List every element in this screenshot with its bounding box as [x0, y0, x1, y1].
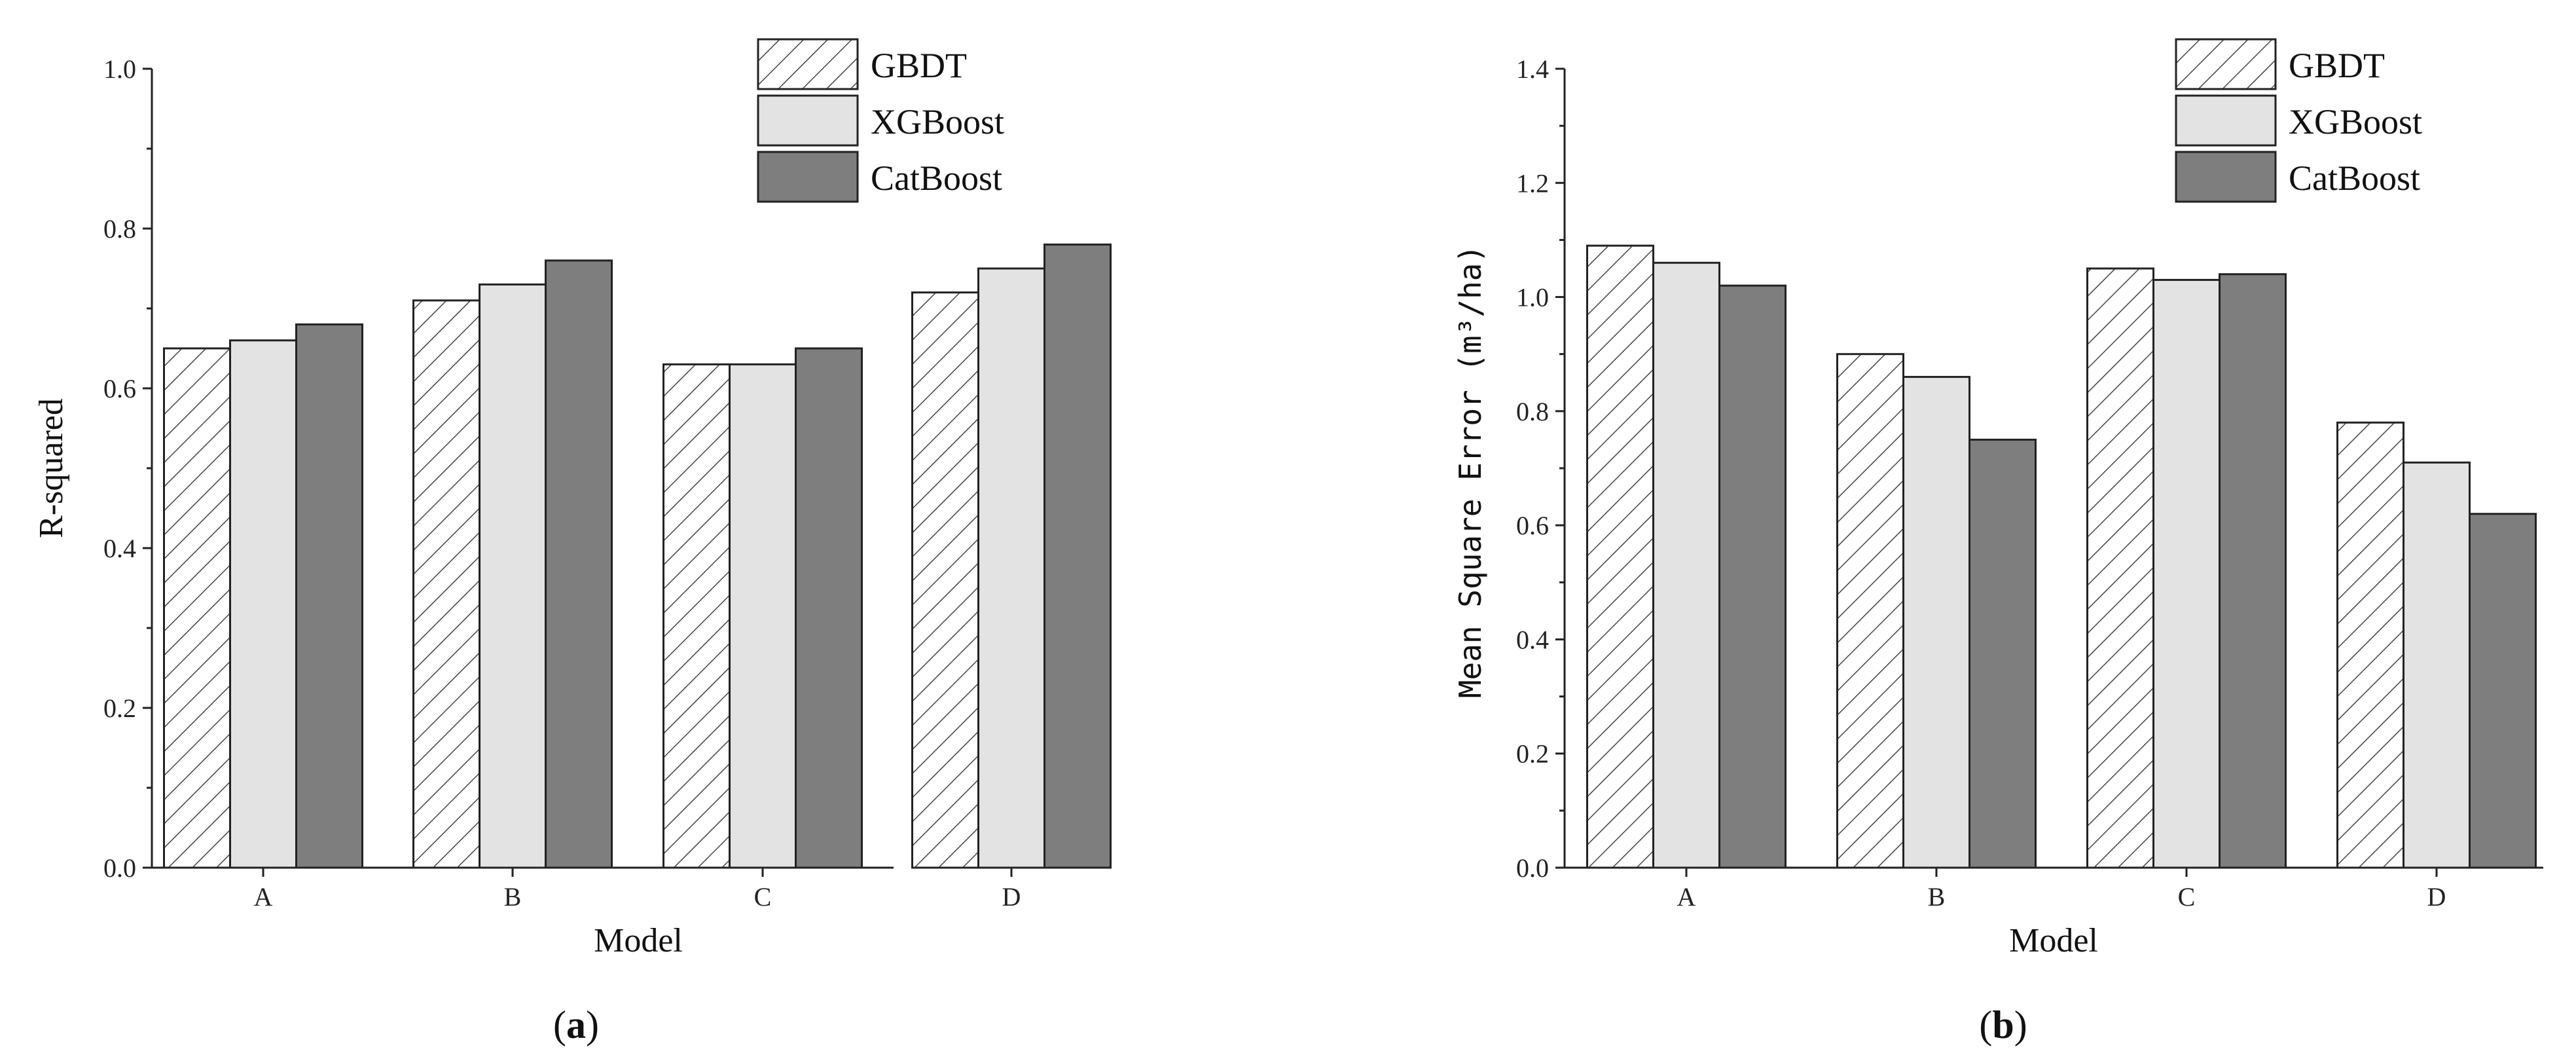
bar-xgboost-d	[2403, 461, 2471, 869]
legend-label-catboost-b: CatBoost	[2289, 158, 2420, 198]
y-ticks-a: 0.0 0.2 0.4 0.6 0.8 1.0	[103, 54, 152, 883]
x-tick-label-c: C	[2178, 882, 2196, 912]
bar-catboost-d	[1043, 243, 1112, 869]
bar-catboost-b	[545, 259, 613, 869]
bar-catboost-a	[295, 323, 363, 869]
x-tick-label-b: B	[504, 882, 522, 912]
legend-b: GBDT XGBoost CatBoost	[2175, 38, 2422, 203]
bars-b	[1586, 244, 2537, 869]
legend-swatch-xgboost-b	[2175, 94, 2277, 147]
bar-xgboost-b	[1902, 376, 1970, 869]
bar-xgboost-d	[977, 267, 1045, 869]
bar-xgboost-c	[2152, 278, 2221, 869]
bar-gbdt-b	[412, 299, 481, 869]
legend-swatch-catboost-b	[2175, 151, 2277, 203]
y-tick-label: 1.0	[103, 54, 136, 84]
bar-gbdt-d	[911, 291, 979, 869]
y-tick-label: 0.0	[1516, 853, 1549, 883]
y-tick-label: 0.4	[1516, 625, 1549, 654]
legend-swatch-gbdt-a	[757, 38, 859, 90]
bar-gbdt-d	[2336, 421, 2404, 869]
bar-gbdt-a	[1586, 244, 1654, 869]
legend-label-gbdt-a: GBDT	[871, 46, 967, 85]
legend-swatch-xgboost-a	[757, 94, 859, 147]
bar-xgboost-a	[1652, 261, 1720, 869]
bar-gbdt-a	[163, 347, 231, 869]
bar-gbdt-b	[1836, 353, 1904, 869]
x-tick-label-a: A	[254, 882, 273, 912]
bar-catboost-c	[2219, 273, 2287, 869]
panel-label-b: (b)	[1979, 1003, 2027, 1046]
x-axis-title-b: Model	[2009, 922, 2098, 959]
y-tick-label: 1.2	[1516, 168, 1549, 198]
legend-label-xgboost-b: XGBoost	[2289, 102, 2422, 141]
y-tick-label: 0.2	[103, 693, 136, 723]
legend-label-gbdt-b: GBDT	[2289, 46, 2385, 85]
x-tick-label-b: B	[1928, 882, 1946, 912]
y-axis-title-a: R-squared	[33, 398, 70, 538]
y-tick-label: 0.8	[1516, 397, 1549, 426]
x-axis-title-a: Model	[594, 922, 683, 959]
legend-swatch-gbdt-b	[2175, 38, 2277, 90]
y-tick-label: 0.2	[1516, 739, 1549, 769]
x-tick-label-d: D	[1002, 882, 1021, 912]
legend-label-xgboost-a: XGBoost	[871, 102, 1004, 141]
y-ticks-b: 0.0 0.2 0.4 0.6 0.8 1.0 1.2 1.4	[1516, 54, 1565, 883]
bar-catboost-b	[1968, 438, 2037, 869]
y-tick-label: 0.6	[1516, 511, 1549, 540]
chart-panel-b: 0.0 0.2 0.4 0.6 0.8 1.0 1.2 1.4 A B C D Mean Squar…	[1453, 38, 2543, 1046]
bar-xgboost-c	[729, 363, 797, 869]
y-tick-label: 0.6	[103, 374, 136, 403]
legend-label-catboost-a: CatBoost	[871, 158, 1002, 198]
bar-xgboost-a	[229, 339, 297, 869]
x-tick-label-a: A	[1677, 882, 1696, 912]
legend-swatch-catboost-a	[757, 151, 859, 203]
x-tick-label-d: D	[2427, 882, 2446, 912]
x-tick-label-c: C	[754, 882, 772, 912]
bars-a	[163, 243, 1112, 869]
legend-a: GBDT XGBoost CatBoost	[757, 38, 1004, 203]
panel-label-a: (a)	[553, 1003, 599, 1046]
y-tick-label: 0.8	[103, 214, 136, 244]
bar-xgboost-b	[479, 283, 547, 869]
bar-gbdt-c	[2086, 267, 2154, 869]
bar-catboost-c	[795, 347, 863, 869]
bar-catboost-a	[1718, 284, 1787, 869]
y-tick-label: 1.4	[1516, 54, 1549, 84]
y-axis-title-b: Mean Square Error (m³/ha)	[1453, 245, 1488, 698]
x-ticks-b: A B C D	[1677, 868, 2446, 912]
y-tick-label: 1.0	[1516, 283, 1549, 312]
y-tick-label: 0.4	[103, 534, 136, 563]
bar-gbdt-c	[662, 363, 731, 869]
y-tick-label: 0.0	[103, 853, 136, 883]
bar-catboost-d	[2469, 513, 2537, 869]
x-ticks-a: A B C D	[254, 868, 1021, 912]
